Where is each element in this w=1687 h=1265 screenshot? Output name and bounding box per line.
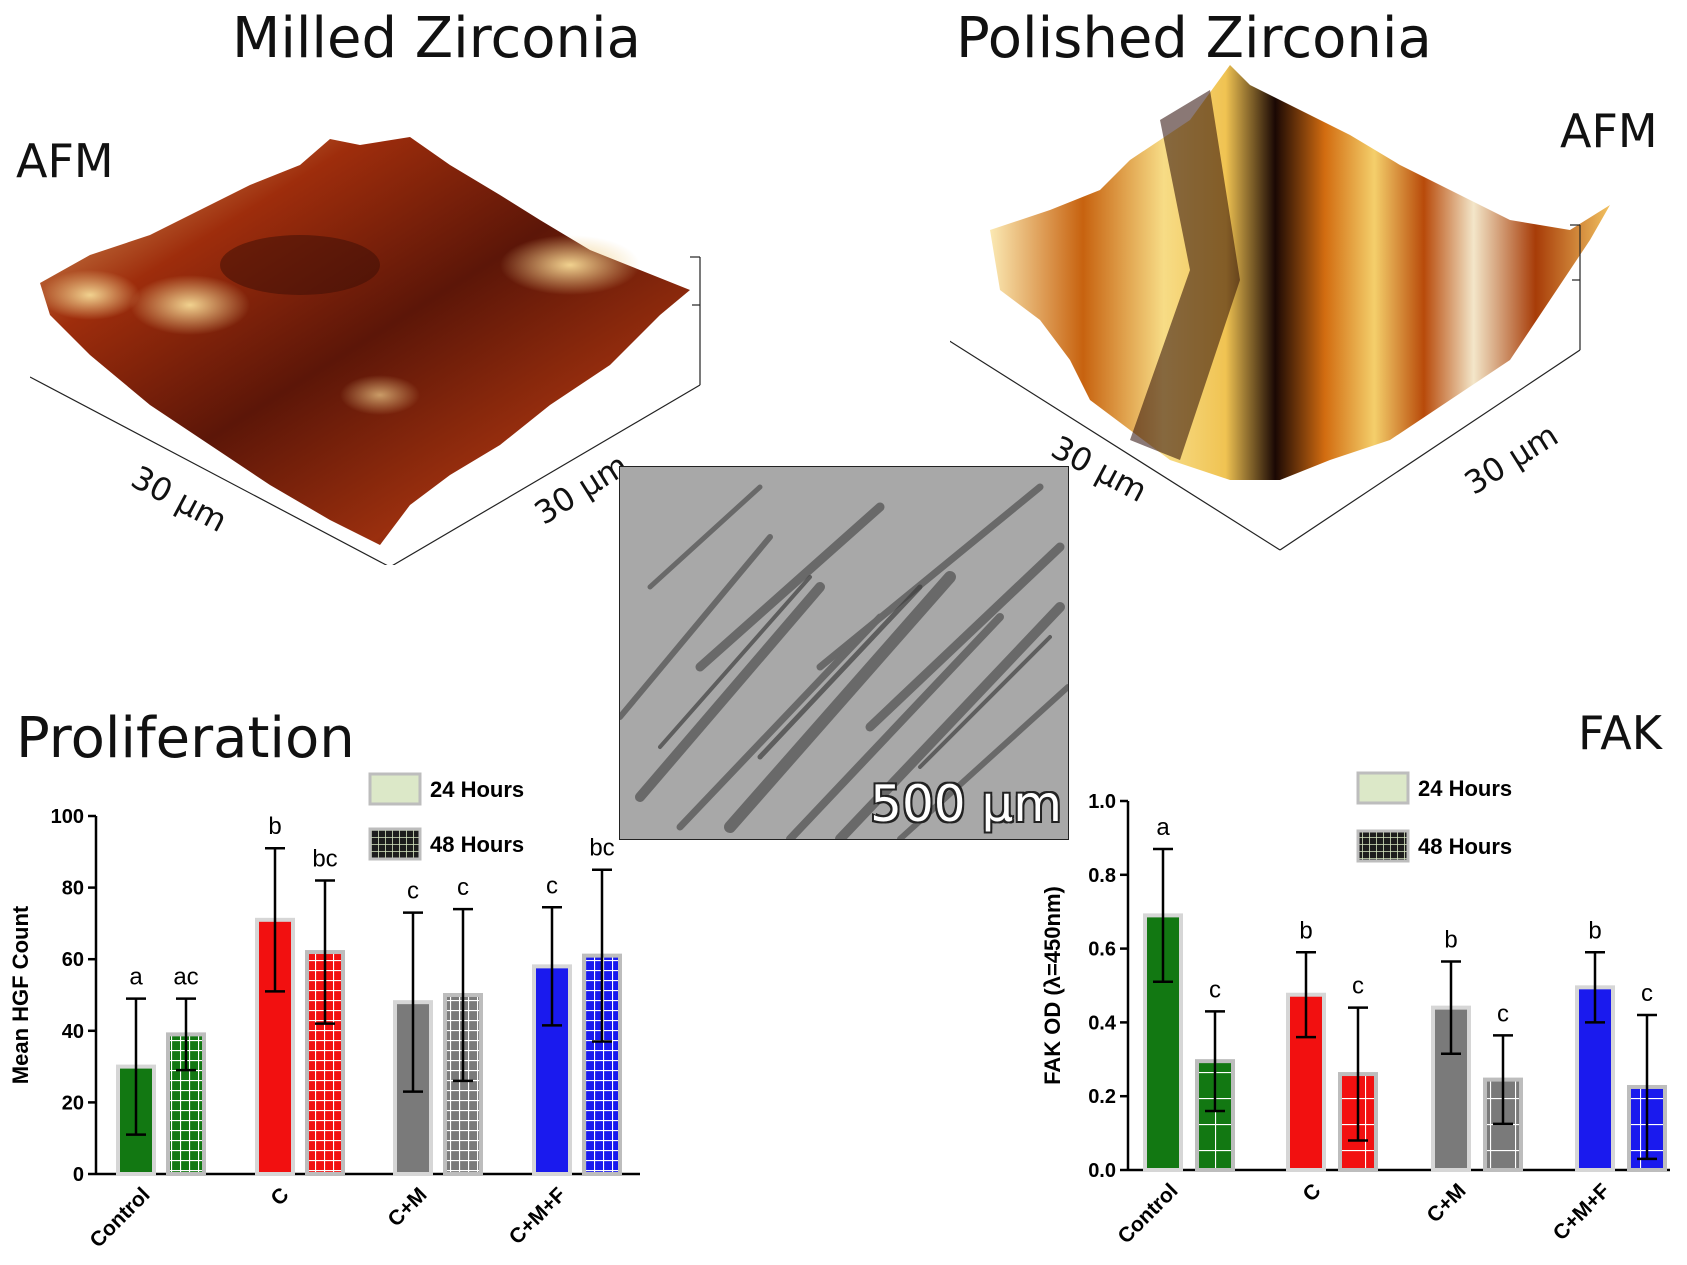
fak-title: FAK (1578, 706, 1662, 760)
x-tick-label: Control (1113, 1179, 1182, 1248)
title-polished-zirconia: Polished Zirconia (956, 6, 1432, 71)
y-tick-label: 20 (62, 1092, 84, 1114)
x-tick-label: C+M+F (505, 1183, 571, 1249)
x-tick-label: Control (85, 1183, 154, 1252)
legend-swatch (368, 772, 422, 806)
x-tick-label: C (1299, 1179, 1326, 1206)
legend-swatch (368, 827, 422, 861)
x-tick-label: C+M (383, 1183, 431, 1231)
legend-label: 48 Hours (1418, 834, 1512, 859)
title-milled-zirconia: Milled Zirconia (232, 6, 641, 71)
y-tick-label: 1.0 (1088, 791, 1116, 813)
legend-label: 48 Hours (430, 832, 524, 857)
fak-chart: 0.0 0.2 0.4 0.6 0.8 1.0 FAK OD (λ=450nm) a c Cont… (1040, 771, 1670, 1248)
legend-swatch (1356, 829, 1410, 863)
significance-letter: b (1588, 917, 1601, 944)
y-tick-label: 0.4 (1088, 1012, 1117, 1034)
afm-label-left: AFM (16, 134, 114, 188)
y-axis-title: FAK OD (λ=450nm) (1040, 886, 1065, 1085)
significance-letter: b (1444, 927, 1457, 954)
y-tick-label: 40 (62, 1021, 84, 1043)
significance-letter: bc (589, 835, 614, 862)
significance-letter: c (407, 878, 419, 905)
x-tick-label: C (267, 1183, 294, 1210)
y-tick-label: 60 (62, 949, 84, 971)
significance-letter: bc (312, 845, 337, 872)
legend-swatch (1356, 771, 1410, 805)
y-tick-label: 0.2 (1088, 1086, 1116, 1108)
scale-bar-label: 500 μm (870, 775, 1062, 833)
afm-polished-surface (950, 65, 1610, 551)
significance-letter: ac (173, 964, 198, 991)
proliferation-title: Proliferation (16, 706, 355, 771)
significance-letter: c (1641, 980, 1653, 1007)
significance-letter: c (546, 872, 558, 899)
significance-letter: b (268, 813, 281, 840)
significance-letter: c (1352, 973, 1364, 1000)
micrograph-texture (620, 467, 1068, 839)
legend-label: 24 Hours (1418, 776, 1512, 801)
y-tick-label: 0.8 (1088, 865, 1116, 887)
x-tick-label: C+M+F (1549, 1179, 1615, 1245)
significance-letter: a (129, 964, 143, 991)
y-tick-label: 0 (73, 1164, 84, 1186)
afm-milled-surface (30, 137, 701, 565)
significance-letter: c (1209, 976, 1221, 1003)
y-tick-label: 80 (62, 878, 84, 900)
proliferation-chart: 0 20 40 60 80 100 Mean HGF Count a ac Control b bc C… (8, 772, 640, 1252)
legend-label: 24 Hours (430, 777, 524, 802)
cell-micrograph: 500 μm (619, 466, 1069, 840)
y-axis-title: Mean HGF Count (8, 905, 33, 1084)
y-tick-label: 0.0 (1088, 1160, 1116, 1182)
y-tick-label: 0.6 (1088, 939, 1116, 961)
significance-letter: c (1497, 1000, 1509, 1027)
x-tick-label: C+M (1422, 1179, 1470, 1227)
afm-label-right: AFM (1560, 104, 1658, 158)
significance-letter: b (1299, 917, 1312, 944)
significance-letter: c (457, 874, 469, 901)
significance-letter: a (1156, 814, 1170, 841)
y-tick-label: 100 (51, 806, 84, 828)
